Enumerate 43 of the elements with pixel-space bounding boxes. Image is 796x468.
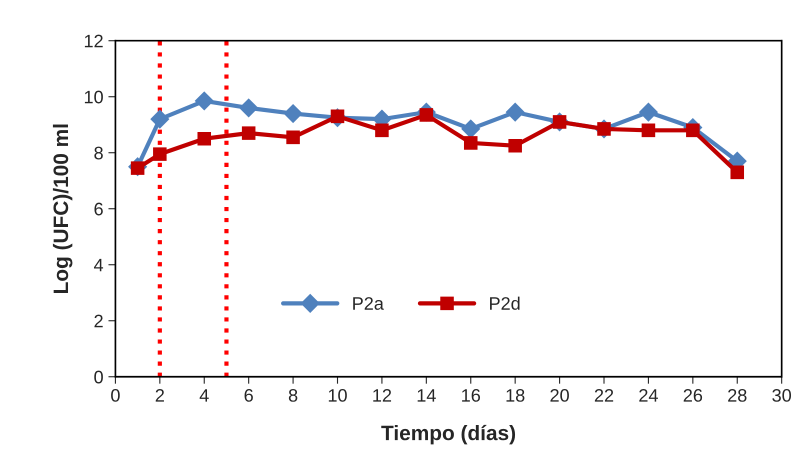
x-tick-label: 24 [639, 389, 658, 402]
x-tick-label: 12 [373, 389, 392, 402]
point [464, 136, 478, 150]
point [506, 102, 525, 122]
point [639, 102, 658, 122]
x-axis-title: Tiempo (días) [381, 424, 516, 444]
y-tick-label: 12 [84, 34, 103, 48]
y-tick-label: 6 [94, 202, 103, 216]
point [461, 120, 480, 138]
x-tick-label: 18 [506, 389, 524, 402]
y-tick-label: 2 [94, 314, 103, 328]
x-tick-label: 16 [462, 389, 480, 402]
point [730, 166, 744, 180]
y-axis-title: Log (UFC)/100 ml [52, 124, 72, 293]
point [194, 92, 214, 110]
x-tick-label: 28 [728, 389, 747, 402]
y-tick-label: 8 [94, 146, 103, 160]
x-tick-label: 8 [288, 389, 298, 402]
x-tick-label: 20 [550, 389, 569, 402]
x-tick-label: 2 [156, 389, 164, 402]
point [286, 130, 300, 144]
x-tick-label: 10 [328, 389, 347, 402]
point [242, 126, 256, 140]
point [153, 147, 167, 161]
point [508, 138, 522, 152]
y-tick-label: 4 [94, 258, 104, 272]
legend-label: P2a [353, 297, 384, 310]
x-tick-label: 6 [244, 389, 253, 402]
y-tick-label: 10 [84, 90, 103, 104]
x-tick-label: 26 [684, 389, 702, 402]
y-tick-label: 0 [94, 370, 103, 384]
point [642, 124, 656, 138]
point [284, 104, 302, 123]
x-tick-label: 30 [772, 389, 792, 402]
x-tick-label: 22 [594, 389, 614, 402]
point [375, 124, 389, 138]
point [197, 132, 212, 146]
x-tick-label: 0 [111, 389, 120, 402]
x-tick-label: 4 [200, 389, 209, 402]
point [150, 110, 170, 128]
x-tick-label: 14 [418, 389, 436, 402]
point [239, 98, 258, 118]
legend-label: P2d [490, 296, 520, 310]
